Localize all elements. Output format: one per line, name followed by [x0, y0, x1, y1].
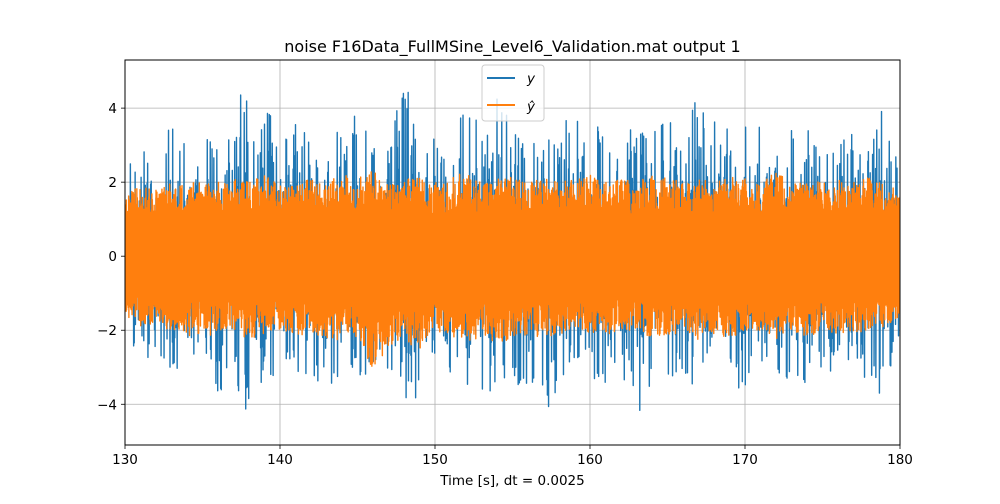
- x-axis-label: Time [s], dt = 0.0025: [439, 473, 584, 489]
- ticks: 130 140 150 160 170 180 −4 −2 0 2 4: [97, 101, 913, 468]
- x-tick-label: 130: [112, 452, 138, 468]
- x-tick-label: 140: [267, 452, 293, 468]
- y-tick-label: 0: [108, 249, 117, 265]
- x-tick-label: 160: [577, 452, 603, 468]
- series-layer: [125, 91, 900, 412]
- y-tick-label: 2: [108, 175, 117, 191]
- x-tick-label: 180: [887, 452, 913, 468]
- y-tick-label: −2: [97, 323, 117, 339]
- series-line-yhat: [125, 171, 900, 367]
- legend: y ŷ: [481, 64, 545, 122]
- legend-label-yhat: ŷ: [526, 99, 536, 115]
- plot-frame: [124, 59, 901, 446]
- chart-title: noise F16Data_FullMSine_Level6_Validatio…: [284, 37, 740, 57]
- legend-label-y: y: [526, 71, 536, 87]
- x-tick-label: 150: [422, 452, 448, 468]
- x-tick-label: 170: [732, 452, 758, 468]
- y-tick-label: 4: [108, 101, 117, 117]
- y-tick-label: −4: [97, 397, 117, 413]
